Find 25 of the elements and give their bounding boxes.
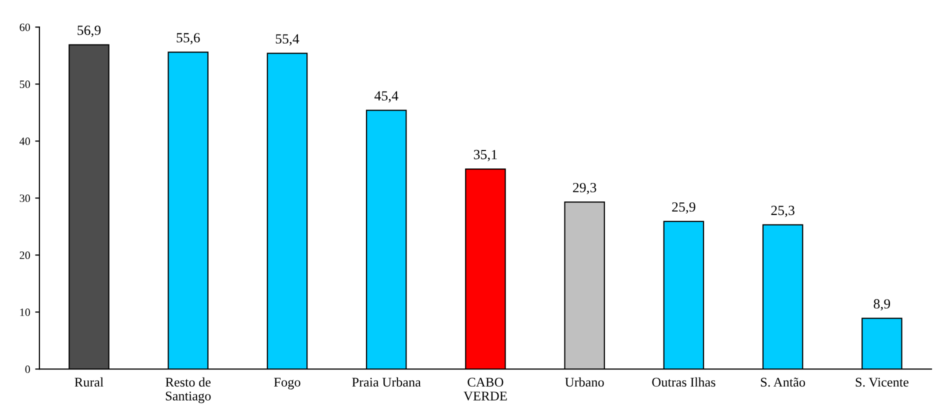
x-tick-label: S. Antão [760,378,806,387]
y-tick-label: 60 [20,24,30,32]
x-tick-label: Outras Ilhas [652,377,716,387]
x-tick-label: S. Vicente [856,378,908,387]
y-tick-label: 50 [20,80,30,88]
x-tick-label: Rural [74,377,104,387]
data-label: 55,6 [176,33,200,44]
data-label: 55,4 [276,34,300,46]
y-tick-label: 10 [20,308,30,316]
x-tick-label: Fogo [274,378,300,390]
data-label: 25,9 [672,202,696,214]
x-tick-label: CABO VERDE [464,378,507,401]
x-tick-label: Praia Urbana [352,377,421,387]
y-tick-label: 0 [25,366,30,374]
data-label: 56,9 [78,26,101,38]
data-label: 45,4 [374,91,398,103]
data-label: 25,3 [771,206,794,218]
data-label: 35,1 [474,150,497,162]
data-label: 8,9 [874,299,890,311]
data-label: 29,3 [573,182,596,194]
y-tick-label: 40 [20,138,30,146]
x-tick-label: Urbano [565,377,604,387]
y-tick-label: 20 [20,252,30,260]
y-tick-label: 30 [20,194,30,202]
x-tick-label: Resto de Santiago [166,377,211,404]
